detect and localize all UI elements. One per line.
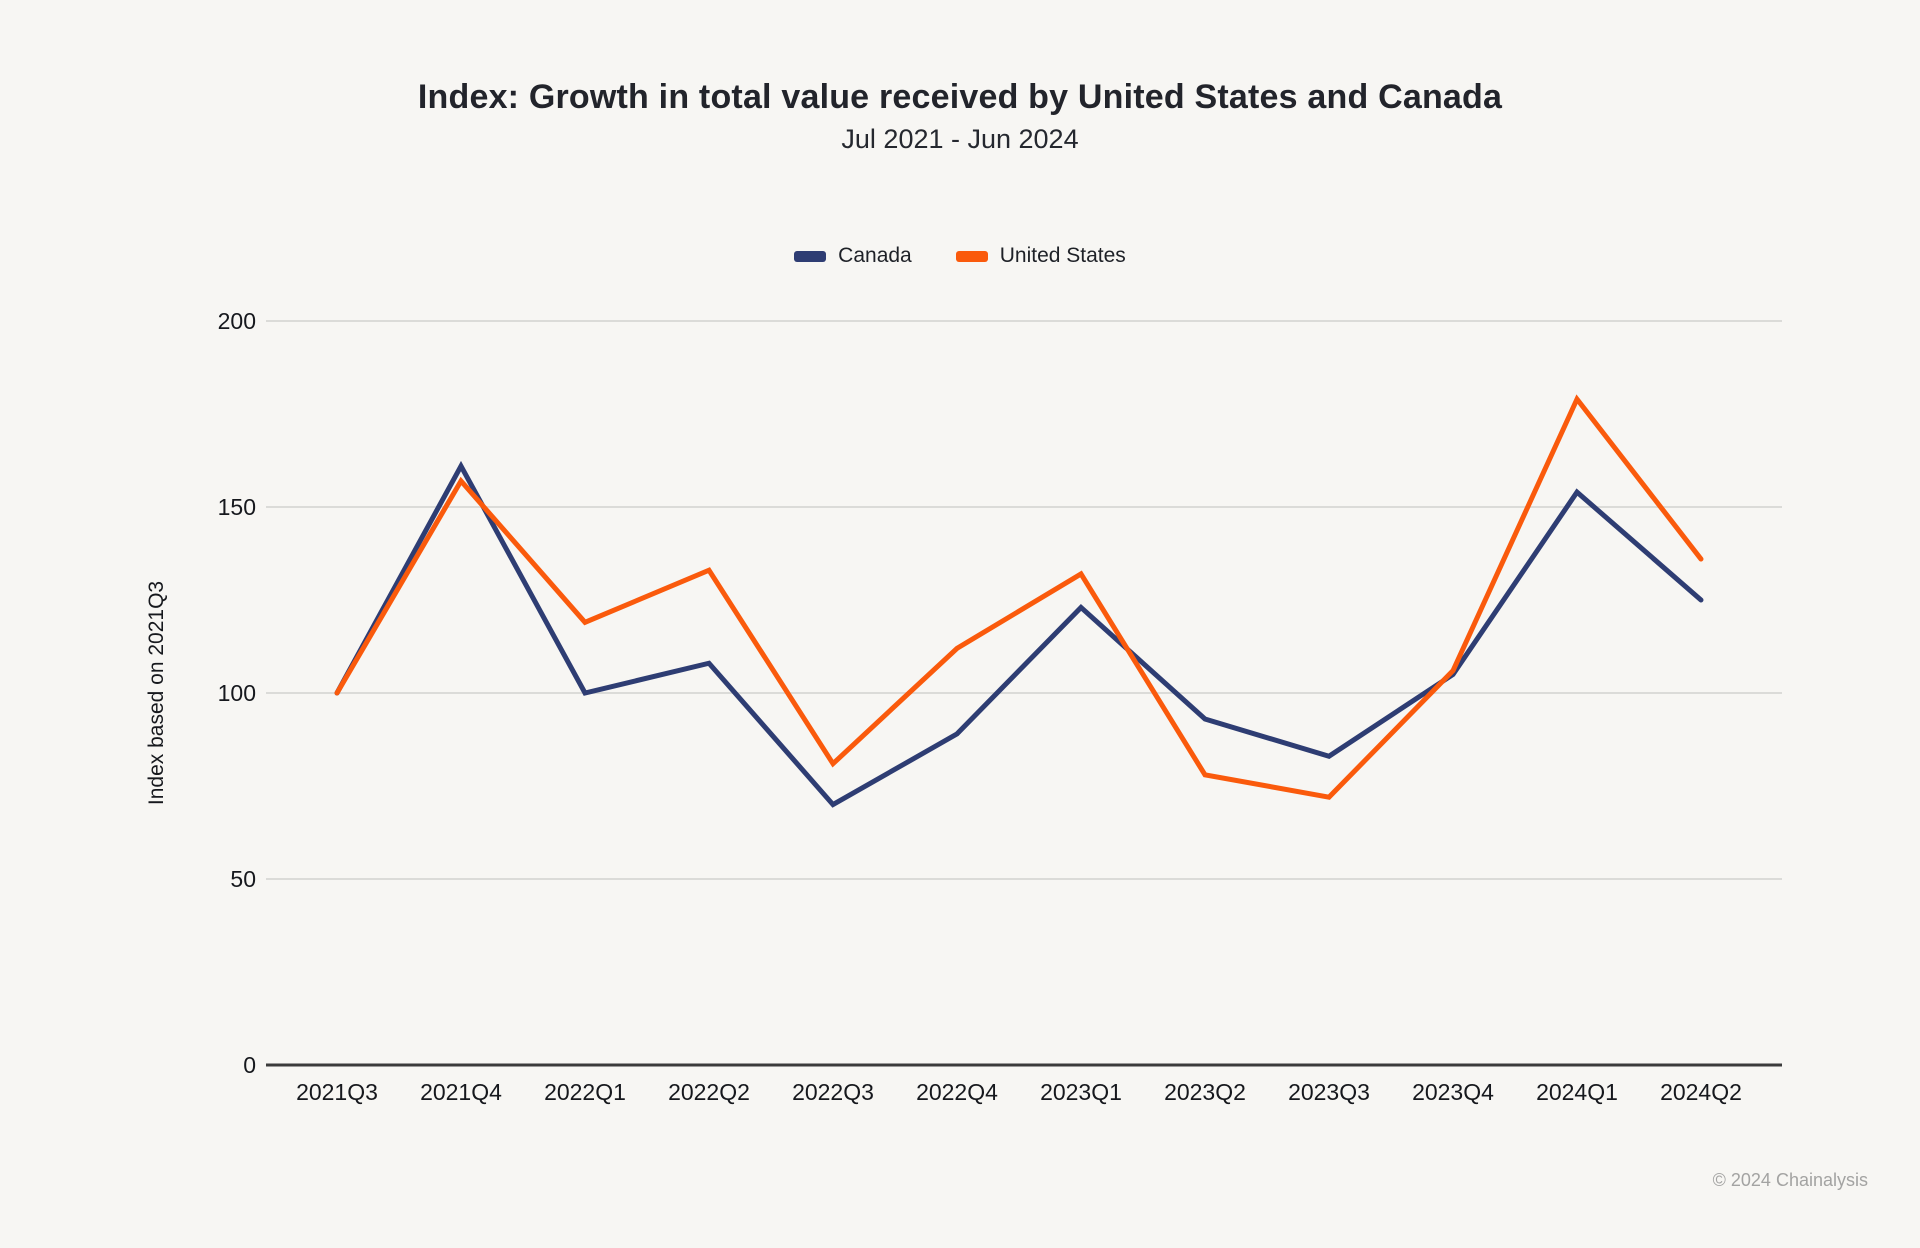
legend-item-united-states[interactable]: United States [955,244,1126,268]
y-tick-label: 0 [243,1052,256,1078]
x-tick-label-2024Q2: 2024Q2 [1660,1079,1742,1105]
y-tick-label: 50 [230,866,256,892]
x-tick-label-2023Q2: 2023Q2 [1164,1079,1246,1105]
legend: Canada United States [0,244,1920,268]
series-line-canada [334,460,1704,808]
x-tick-label-2023Q3: 2023Q3 [1288,1079,1370,1105]
y-tick-label: 100 [218,680,256,706]
legend-label: United States [999,244,1126,267]
x-tick-label-2024Q1: 2024Q1 [1536,1079,1618,1105]
legend-swatch-icon [955,250,988,262]
x-tick-label-2021Q4: 2021Q4 [420,1079,502,1105]
x-tick-label-2023Q1: 2023Q1 [1040,1079,1122,1105]
y-axis-title: Index based on 2021Q3 [145,581,168,805]
x-tick-label-2022Q2: 2022Q2 [668,1079,750,1105]
copyright: © 2024 Chainalysis [1712,1170,1868,1190]
x-tick-label-2022Q4: 2022Q4 [916,1079,998,1105]
x-tick-label-2022Q3: 2022Q3 [792,1079,874,1105]
legend-item-canada[interactable]: Canada [794,244,912,268]
chart-title: Index: Growth in total value received by… [417,78,1503,116]
x-tick-label-2021Q3: 2021Q3 [296,1079,378,1105]
y-tick-label: 200 [218,308,256,334]
legend-label: Canada [838,244,912,267]
x-tick-label-2022Q1: 2022Q1 [544,1079,626,1105]
series-line-united-states [334,394,1704,800]
y-tick-label: 150 [218,494,256,520]
x-tick-label-2023Q4: 2023Q4 [1412,1079,1494,1105]
chart-subtitle: Jul 2021 - Jun 2024 [841,124,1079,154]
legend-swatch-icon [794,250,827,262]
